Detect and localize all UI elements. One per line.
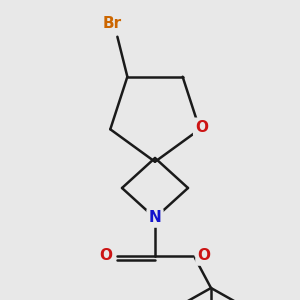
Text: Br: Br (103, 16, 122, 31)
Text: O: O (197, 248, 211, 263)
Text: O: O (100, 248, 112, 263)
Text: N: N (148, 211, 161, 226)
Text: O: O (195, 120, 208, 135)
